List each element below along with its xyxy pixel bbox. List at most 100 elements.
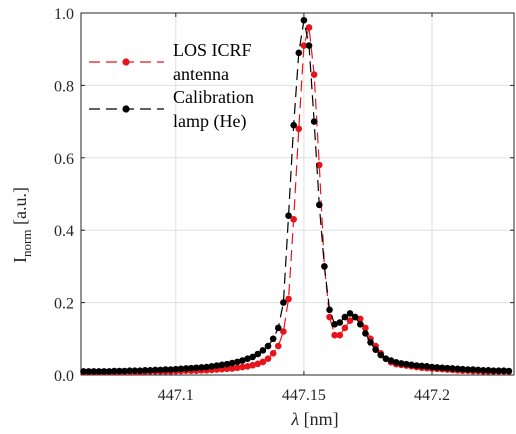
data-point-calibration-lamp-he bbox=[305, 42, 313, 49]
data-point-calibration-lamp-he bbox=[193, 364, 200, 372]
legend-label-calibration-lamp-line1: Calibration bbox=[173, 87, 254, 107]
data-point-calibration-lamp-he bbox=[182, 365, 190, 372]
data-point-calibration-lamp-he bbox=[187, 364, 195, 372]
data-point-los-icrf-antenna bbox=[274, 342, 282, 350]
data-point-calibration-lamp-he bbox=[356, 321, 364, 328]
data-point-calibration-lamp-he bbox=[382, 355, 390, 363]
data-point-calibration-lamp-he bbox=[433, 364, 441, 371]
legend-entry-los-icrf: LOS ICRF antenna bbox=[89, 40, 252, 84]
data-point-calibration-lamp-he bbox=[274, 324, 282, 332]
data-point-los-icrf-antenna bbox=[315, 161, 323, 169]
data-point-calibration-lamp-he bbox=[372, 346, 379, 353]
data-point-calibration-lamp-he bbox=[223, 360, 231, 368]
data-point-calibration-lamp-he bbox=[131, 367, 139, 374]
legend-label-los-icrf-line2: antenna bbox=[173, 64, 229, 84]
data-point-los-icrf-antenna bbox=[346, 317, 354, 325]
plot-area-frame bbox=[80, 12, 515, 376]
data-point-los-icrf-antenna bbox=[362, 324, 369, 332]
data-point-calibration-lamp-he bbox=[213, 362, 221, 369]
series-calibration-lamp-he bbox=[80, 16, 513, 375]
data-point-calibration-lamp-he bbox=[423, 363, 431, 370]
data-point-los-icrf-antenna bbox=[280, 328, 287, 335]
data-point-calibration-lamp-he bbox=[177, 365, 185, 373]
data-point-calibration-lamp-he bbox=[346, 310, 354, 317]
data-point-calibration-lamp-he bbox=[377, 351, 385, 359]
data-point-calibration-lamp-he bbox=[413, 362, 420, 369]
series-line-los-icrf-antenna bbox=[83, 27, 509, 373]
y-tick-label: 0.2 bbox=[54, 296, 74, 313]
data-point-calibration-lamp-he bbox=[100, 368, 108, 375]
legend: LOS ICRF antenna Calibration lamp (He) bbox=[89, 40, 254, 132]
data-point-calibration-lamp-he bbox=[392, 359, 400, 366]
data-point-los-icrf-antenna bbox=[331, 331, 338, 339]
y-tick-label: 0.8 bbox=[54, 78, 74, 95]
x-tick-label: 447.15 bbox=[282, 387, 326, 404]
data-point-calibration-lamp-he bbox=[198, 364, 205, 371]
data-point-calibration-lamp-he bbox=[228, 359, 236, 367]
data-point-calibration-lamp-he bbox=[285, 212, 292, 220]
legend-swatch-marker-calibration-lamp bbox=[122, 105, 130, 113]
data-point-calibration-lamp-he bbox=[146, 366, 154, 374]
data-point-calibration-lamp-he bbox=[321, 263, 328, 270]
x-axis-label: λ [nm] bbox=[290, 409, 338, 429]
data-point-calibration-lamp-he bbox=[485, 366, 492, 374]
data-point-los-icrf-antenna bbox=[295, 125, 303, 133]
data-point-los-icrf-antenna bbox=[341, 324, 349, 332]
legend-label-calibration-lamp-line2: lamp (He) bbox=[173, 111, 246, 132]
data-point-los-icrf-antenna bbox=[233, 364, 241, 372]
data-point-calibration-lamp-he bbox=[459, 365, 467, 373]
legend-label-los-icrf-line1: LOS ICRF bbox=[173, 40, 252, 60]
data-point-los-icrf-antenna bbox=[249, 361, 256, 369]
data-point-calibration-lamp-he bbox=[362, 330, 369, 337]
data-point-calibration-lamp-he bbox=[152, 366, 159, 374]
data-point-calibration-lamp-he bbox=[449, 365, 456, 372]
y-axis-label: Inorm [a.u.] bbox=[10, 187, 34, 263]
data-point-calibration-lamp-he bbox=[203, 363, 210, 371]
data-point-calibration-lamp-he bbox=[336, 319, 344, 326]
x-axis-unit: [nm] bbox=[299, 409, 339, 429]
data-point-los-icrf-antenna bbox=[239, 363, 246, 371]
data-point-calibration-lamp-he bbox=[111, 367, 118, 375]
data-point-calibration-lamp-he bbox=[269, 335, 277, 343]
data-point-los-icrf-antenna bbox=[310, 71, 318, 78]
data-point-calibration-lamp-he bbox=[121, 367, 128, 375]
data-point-calibration-lamp-he bbox=[90, 368, 98, 375]
data-point-calibration-lamp-he bbox=[116, 367, 123, 375]
data-point-calibration-lamp-he bbox=[239, 357, 246, 364]
y-axis-main: I bbox=[10, 257, 30, 263]
data-point-calibration-lamp-he bbox=[341, 313, 349, 321]
grid-lines bbox=[81, 13, 514, 375]
data-point-calibration-lamp-he bbox=[162, 366, 169, 373]
data-point-calibration-lamp-he bbox=[126, 367, 133, 374]
data-point-calibration-lamp-he bbox=[244, 355, 251, 363]
data-point-calibration-lamp-he bbox=[464, 366, 472, 373]
x-tick-label: 447.2 bbox=[414, 387, 450, 404]
data-point-calibration-lamp-he bbox=[218, 361, 226, 369]
data-point-calibration-lamp-he bbox=[233, 358, 241, 366]
x-axis-symbol: λ bbox=[290, 409, 299, 429]
data-point-los-icrf-antenna bbox=[259, 358, 267, 366]
data-point-los-icrf-antenna bbox=[269, 349, 277, 357]
data-point-calibration-lamp-he bbox=[474, 366, 482, 374]
data-point-calibration-lamp-he bbox=[80, 368, 87, 375]
data-point-los-icrf-antenna bbox=[305, 24, 313, 31]
data-point-los-icrf-antenna bbox=[290, 216, 297, 223]
data-point-calibration-lamp-he bbox=[326, 306, 333, 314]
data-point-calibration-lamp-he bbox=[172, 365, 180, 373]
data-point-calibration-lamp-he bbox=[208, 363, 215, 370]
data-point-calibration-lamp-he bbox=[418, 362, 426, 370]
y-tick-label: 1.0 bbox=[54, 6, 74, 23]
data-point-calibration-lamp-he bbox=[367, 339, 374, 346]
data-point-calibration-lamp-he bbox=[295, 49, 303, 57]
data-point-calibration-lamp-he bbox=[479, 366, 487, 374]
axis-ticks bbox=[81, 12, 514, 376]
series-line-calibration-lamp-he bbox=[83, 20, 509, 372]
data-point-calibration-lamp-he bbox=[490, 367, 497, 374]
data-point-los-icrf-antenna bbox=[244, 363, 251, 370]
data-point-calibration-lamp-he bbox=[387, 357, 395, 364]
data-point-calibration-lamp-he bbox=[254, 350, 262, 358]
data-point-calibration-lamp-he bbox=[495, 367, 502, 374]
data-point-calibration-lamp-he bbox=[85, 368, 92, 375]
data-point-calibration-lamp-he bbox=[249, 353, 256, 361]
y-tick-label: 0.4 bbox=[54, 223, 74, 240]
